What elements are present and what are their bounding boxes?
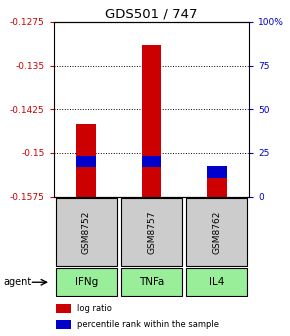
Text: agent: agent: [3, 277, 31, 287]
Bar: [142, 45, 161, 197]
Text: percentile rank within the sample: percentile rank within the sample: [77, 320, 219, 329]
Bar: [121, 268, 182, 296]
Bar: [56, 320, 71, 329]
Bar: [56, 198, 117, 266]
Bar: [77, 156, 96, 167]
Bar: [142, 156, 161, 167]
Bar: [56, 268, 117, 296]
Bar: [77, 124, 96, 197]
Bar: [121, 198, 182, 266]
Text: GSM8757: GSM8757: [147, 210, 156, 254]
Title: GDS501 / 747: GDS501 / 747: [105, 8, 198, 21]
Bar: [207, 173, 226, 197]
Bar: [207, 166, 226, 178]
Text: IFNg: IFNg: [75, 277, 98, 287]
Bar: [186, 198, 247, 266]
Text: TNFa: TNFa: [139, 277, 164, 287]
Text: IL4: IL4: [209, 277, 224, 287]
Text: GSM8752: GSM8752: [82, 210, 91, 254]
Bar: [186, 268, 247, 296]
Text: log ratio: log ratio: [77, 304, 112, 313]
Text: GSM8762: GSM8762: [212, 210, 221, 254]
Bar: [56, 304, 71, 313]
